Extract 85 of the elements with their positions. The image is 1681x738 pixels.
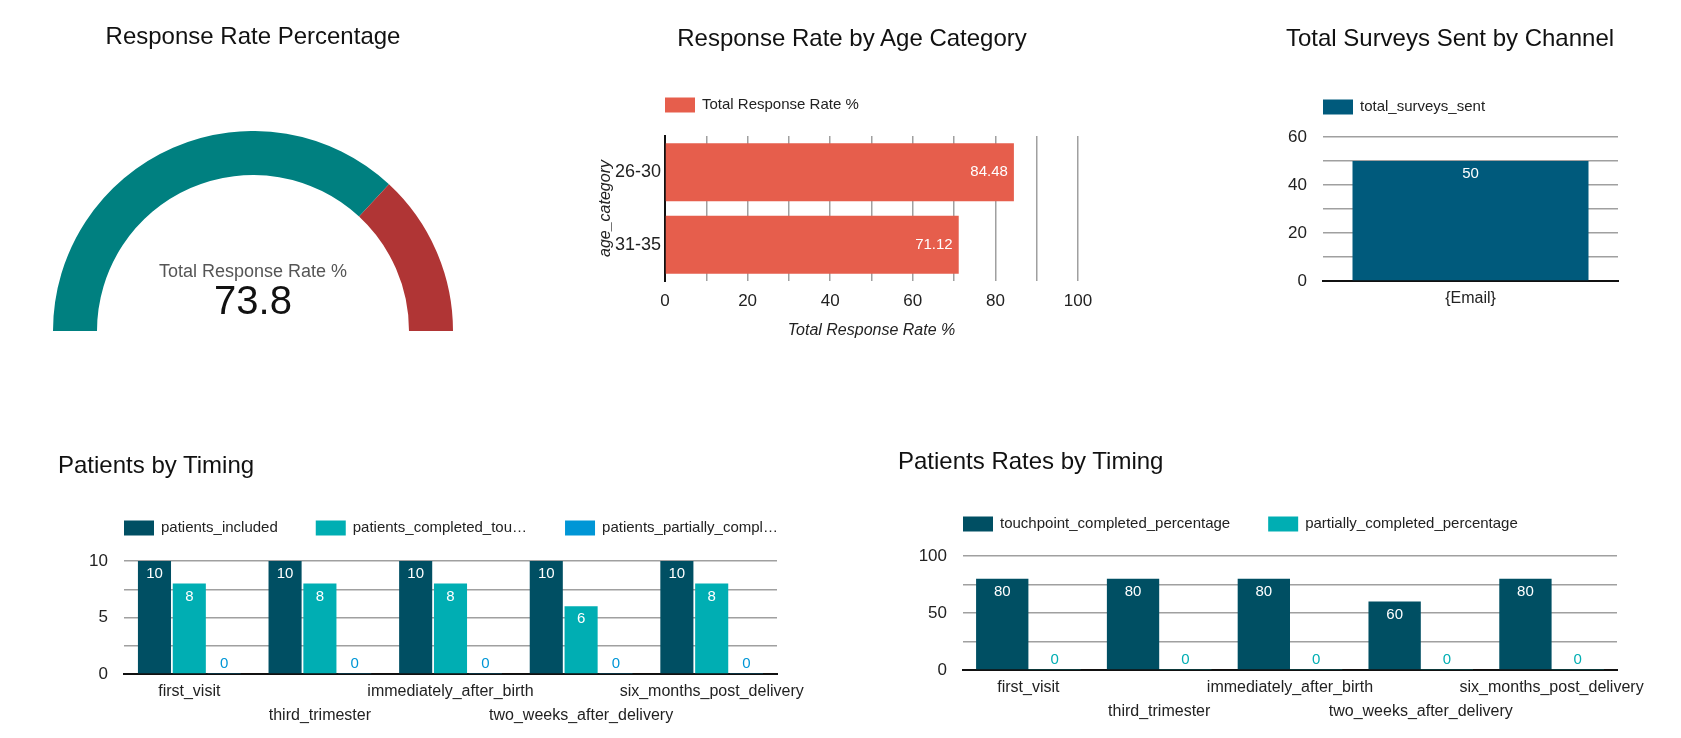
data-label: 80 [1124, 581, 1142, 599]
x-tick-label: third_trimester [268, 706, 372, 725]
y-tick-label: 40 [1288, 174, 1307, 194]
data-label: 10 [146, 564, 163, 582]
bar [172, 583, 206, 674]
data-label: 6 [576, 609, 586, 627]
data-label: 71.12 [915, 234, 953, 252]
legend-label: touchpoint_completed_percentage [1000, 514, 1231, 532]
chart-title: Total Surveys Sent by Channel [1285, 23, 1615, 53]
data-label: 60 [1386, 604, 1403, 622]
x-tick-label: 20 [738, 290, 758, 310]
x-axis-title: Total Response Rate % [787, 320, 956, 338]
x-tick-label: two_weeks_after_delivery [489, 706, 674, 725]
bar [399, 561, 433, 674]
x-tick-label: 80 [985, 290, 1005, 310]
data-label: 84.48 [970, 162, 1008, 180]
legend-label: patients_included [161, 518, 278, 536]
data-label: 8 [315, 586, 325, 604]
slice-label: Total Response Rate % [158, 260, 348, 281]
data-label: 10 [668, 564, 686, 582]
x-tick-label: two_weeks_after_delivery [1328, 702, 1513, 721]
legend-label: partially_completed_percentage [1305, 514, 1518, 532]
x-tick-label: first_visit [997, 678, 1061, 697]
x-tick-label: immediately_after_birth [367, 682, 534, 701]
bar [976, 578, 1029, 670]
bar [1368, 601, 1421, 670]
data-label: 10 [537, 564, 555, 582]
bar [660, 561, 694, 674]
x-tick-label: 60 [903, 290, 923, 310]
x-tick-label: 40 [820, 290, 840, 310]
data-label: 8 [707, 586, 716, 604]
x-tick-label: immediately_after_birth [1206, 678, 1374, 697]
chart-title: Response Rate by Age Category [677, 23, 1027, 53]
data-label: 80 [1255, 581, 1273, 599]
bar [695, 583, 729, 674]
y-tick-label: 31-35 [614, 233, 661, 254]
data-label: 0 [1181, 650, 1190, 668]
x-tick-label: first_visit [158, 682, 221, 701]
chart-title: Patients Rates by Timing [898, 446, 1164, 476]
data-label: 8 [446, 586, 455, 604]
y-tick-label: 5 [98, 607, 108, 627]
x-tick-label: third_trimester [1108, 702, 1211, 721]
bar [1499, 578, 1552, 670]
chart-title: Patients by Timing [58, 450, 255, 480]
data-label: 0 [350, 654, 359, 672]
data-label: 0 [481, 654, 490, 672]
data-label: 0 [742, 654, 751, 672]
data-label: 10 [407, 564, 425, 582]
y-tick-label: 20 [1288, 222, 1307, 242]
bar [529, 561, 563, 674]
bar [1237, 578, 1290, 670]
y-tick-label: 10 [89, 550, 108, 570]
legend-label: Total Response Rate % [702, 95, 859, 113]
bar [1106, 578, 1160, 670]
y-tick-label: 26-30 [614, 161, 661, 182]
x-tick-label: {Email} [1445, 289, 1497, 307]
y-tick-label: 50 [928, 602, 947, 622]
data-label: 0 [1050, 650, 1059, 668]
bar [433, 583, 468, 674]
data-label: 0 [1442, 650, 1452, 668]
y-tick-label: 0 [1297, 270, 1307, 290]
data-label: 80 [993, 581, 1011, 599]
data-label: 0 [1573, 650, 1582, 668]
chart-title: Response Rate Percentage [105, 21, 401, 51]
bar [303, 583, 337, 674]
bar [268, 561, 302, 674]
data-label: 8 [185, 586, 194, 604]
data-label: 0 [1311, 650, 1321, 668]
x-tick-label: six_months_post_delivery [619, 682, 804, 701]
data-label: 0 [219, 654, 229, 672]
legend-label: total_surveys_sent [1360, 97, 1486, 115]
legend-label: patients_partially_compl… [602, 518, 778, 536]
y-tick-label: 100 [918, 545, 947, 565]
y-axis-title: age_category [596, 159, 614, 257]
data-label: 10 [276, 564, 294, 582]
data-label: 80 [1517, 581, 1534, 599]
x-tick-label: six_months_post_delivery [1459, 678, 1644, 697]
legend-label: patients_completed_tou… [352, 518, 528, 536]
bar [137, 561, 172, 674]
bar [564, 606, 598, 674]
data-label: 50 [1462, 164, 1479, 182]
y-tick-label: 0 [937, 659, 947, 679]
y-tick-label: 60 [1288, 126, 1307, 146]
y-tick-label: 0 [98, 663, 108, 683]
x-tick-label: 100 [1063, 290, 1093, 310]
